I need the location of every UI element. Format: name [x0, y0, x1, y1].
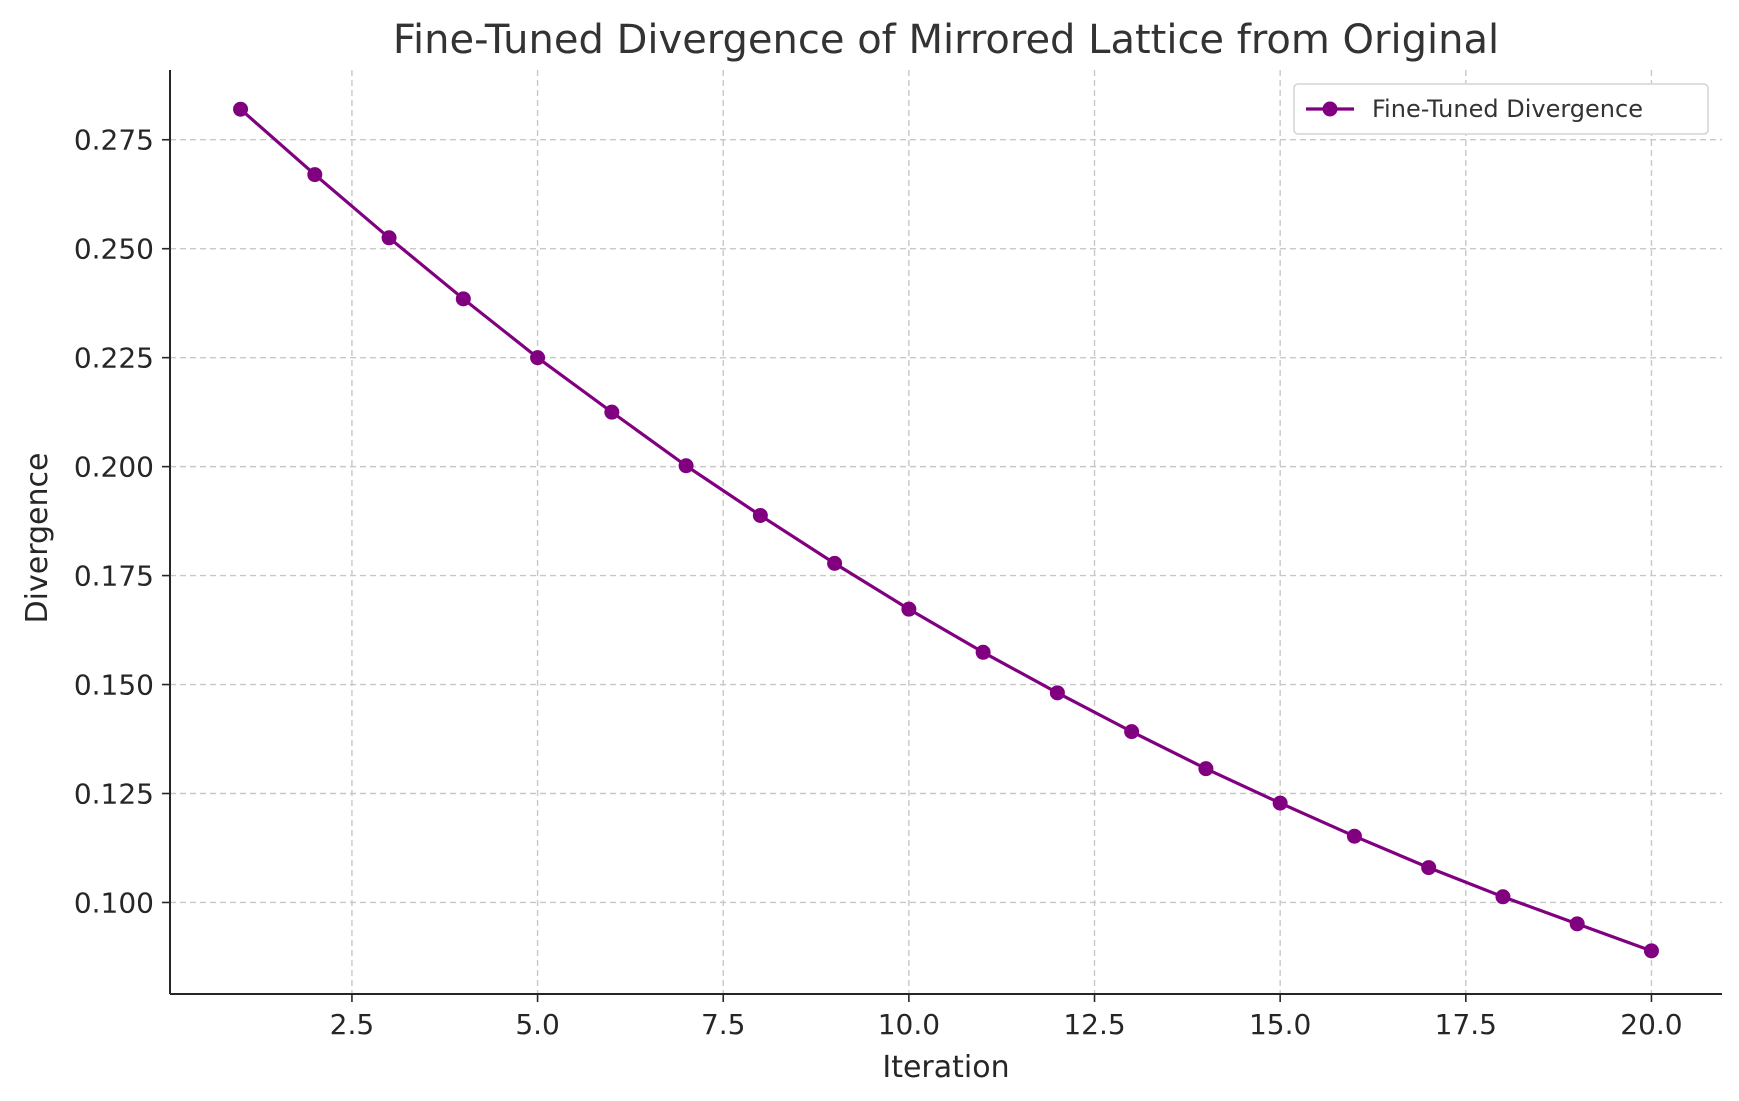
- y-tick-label: 0.100: [74, 886, 154, 919]
- data-point: [233, 101, 249, 117]
- legend-box: [1293, 83, 1709, 135]
- legend-label: Fine-Tuned Divergence: [1372, 95, 1643, 123]
- y-tick-label: 0.125: [74, 778, 154, 811]
- data-point: [1569, 916, 1585, 932]
- chart-title: Fine-Tuned Divergence of Mirrored Lattic…: [393, 17, 1499, 63]
- y-axis-title: Divergence: [20, 453, 55, 624]
- grid-layer: [170, 70, 1722, 994]
- data-point: [827, 555, 843, 571]
- data-point: [752, 507, 768, 523]
- data-point: [1495, 889, 1511, 905]
- x-tick-label: 20.0: [1620, 1008, 1682, 1041]
- ticks-layer: 2.5 5.0 7.5 10.0 12.5 15.0 17.5 20.0 0.100 0.125 0…: [74, 124, 1683, 1041]
- data-point: [678, 458, 694, 474]
- x-axis-title: Iteration: [882, 1050, 1009, 1085]
- data-point: [307, 167, 323, 183]
- data-point: [1643, 943, 1659, 959]
- data-point: [1346, 828, 1362, 844]
- data-point: [1049, 685, 1065, 701]
- y-tick-label: 0.225: [74, 342, 154, 375]
- series-layer: [233, 101, 1659, 959]
- data-point: [604, 404, 620, 420]
- data-point: [381, 230, 397, 246]
- axes-layer: [169, 70, 1722, 995]
- data-point: [455, 291, 471, 307]
- data-point: [901, 601, 917, 617]
- series-line: [238, 107, 1654, 953]
- y-tick-label: 0.175: [74, 560, 154, 593]
- x-tick-label: 5.0: [515, 1008, 560, 1041]
- x-tick-label: 15.0: [1249, 1008, 1311, 1041]
- data-point: [530, 350, 546, 366]
- data-point: [1198, 761, 1214, 777]
- y-tick-label: 0.250: [74, 233, 154, 266]
- y-tick-label: 0.200: [74, 451, 154, 484]
- x-tick-label: 10.0: [878, 1008, 940, 1041]
- y-tick-label: 0.275: [74, 124, 154, 157]
- x-tick-label: 12.5: [1063, 1008, 1125, 1041]
- data-point: [975, 644, 991, 660]
- x-tick-label: 17.5: [1435, 1008, 1497, 1041]
- data-point: [1272, 795, 1288, 811]
- legend-marker: [1322, 101, 1338, 117]
- data-point: [1124, 724, 1140, 740]
- x-tick-label: 2.5: [330, 1008, 375, 1041]
- y-tick-label: 0.150: [74, 669, 154, 702]
- x-tick-label: 7.5: [701, 1008, 746, 1041]
- legend: Fine-Tuned Divergence: [1293, 83, 1709, 135]
- data-point: [1421, 860, 1437, 876]
